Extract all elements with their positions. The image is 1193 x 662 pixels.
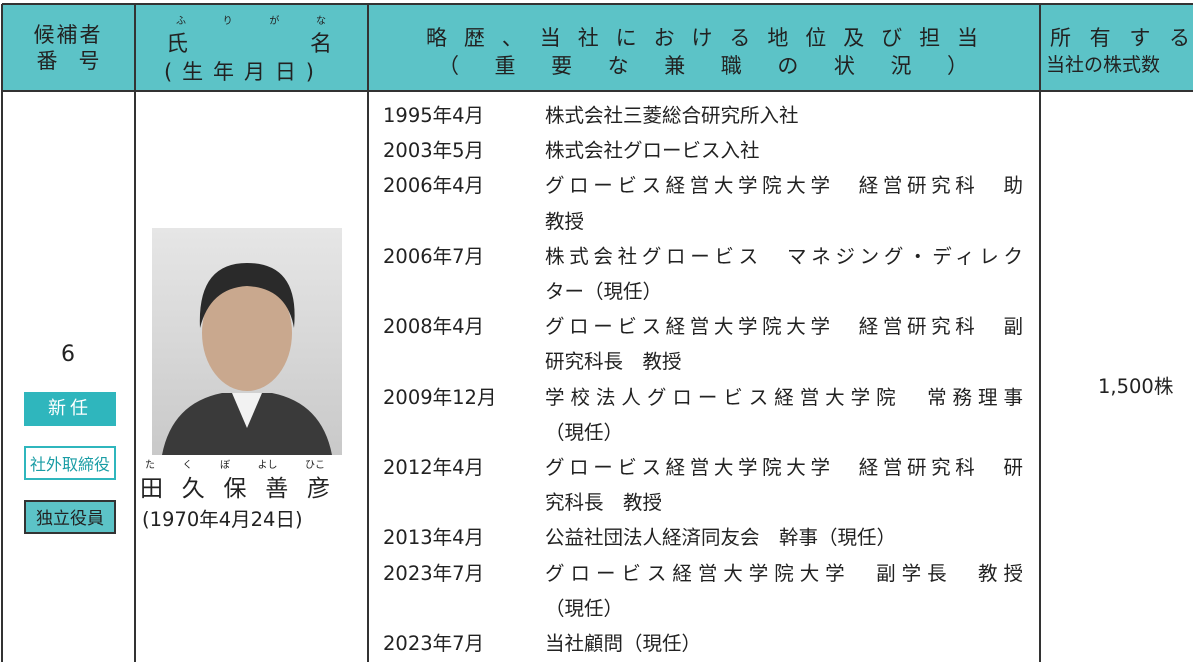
furigana: よし: [257, 460, 278, 471]
birth-date: (1970年4月24日): [142, 508, 303, 531]
career-date: 1995年4月: [383, 104, 485, 127]
furigana: り: [222, 16, 233, 27]
badge: 社外取締役: [24, 446, 116, 480]
header-text: 当社の株式数: [1046, 54, 1161, 76]
border: [2, 90, 1193, 92]
furigana: な: [315, 16, 326, 27]
border: [2, 3, 1193, 5]
career-date: 2008年4月: [383, 315, 485, 339]
career-text: 株式会社三菱総合研究所入社: [545, 104, 799, 127]
badge: 新任: [24, 392, 116, 426]
career-text: グロービス経営大学院大学 経営研究科 研: [545, 456, 1023, 479]
furigana: が: [269, 16, 280, 27]
career-text: 公益社団法人経済同友会 幹事（現任）: [545, 526, 897, 550]
header-bg: [2, 4, 1193, 90]
border: [1, 4, 3, 662]
name-char: 久: [181, 476, 205, 502]
career-text: グロービス経営大学院大学 経営研究科 助: [545, 174, 1023, 198]
header-furigana: ふ り が な: [176, 12, 326, 27]
header-text: 略歴、当社における地位及び担当: [426, 26, 978, 50]
career-text: グロービス経営大学院大学 副学長 教授: [545, 561, 1023, 585]
name-char: 彦: [307, 476, 330, 502]
header-text: (生年月日): [164, 60, 314, 84]
career-date: 2009年12月: [383, 385, 497, 409]
photo: [152, 228, 342, 455]
career-text: 株式会社グロービス入社: [545, 139, 760, 163]
career-date: 2013年4月: [383, 526, 485, 550]
furigana: ひこ: [305, 460, 325, 471]
furigana: た: [145, 460, 155, 471]
furigana: ふ: [176, 16, 186, 27]
career-text: （現任）: [545, 420, 624, 444]
header-text: 氏: [166, 32, 189, 57]
career-text: 究科長 教授: [545, 491, 663, 515]
border: [134, 4, 136, 662]
header-number: 候補者 番 号: [2, 22, 134, 74]
career-text: グロービス経営大学院大学 経営研究科 副: [545, 315, 1023, 339]
border: [367, 4, 369, 662]
career-text: 研究科長 教授: [545, 350, 682, 374]
career-date: 2003年5月: [383, 139, 485, 163]
header-text: 番 号: [36, 49, 100, 73]
border: [1039, 4, 1041, 662]
career-date: 2006年4月: [383, 174, 485, 198]
name-char: 保: [223, 476, 247, 502]
career-text: 教授: [545, 209, 585, 233]
header-text: （重要な兼職の状況）: [438, 54, 968, 78]
name-furigana: た く ぼ よし ひこ: [145, 456, 325, 471]
career-text: 学校法人グロービス経営大学院 常務理事: [545, 385, 1023, 409]
career-date: 2012年4月: [383, 456, 485, 479]
furigana: ぼ: [220, 460, 230, 471]
header-text: 候補者: [33, 23, 103, 47]
candidate-name: 田 久 保 善 彦: [140, 469, 330, 503]
header-text: 所有する: [1050, 26, 1190, 50]
career-date: 2023年7月: [383, 632, 485, 655]
header-name: 氏 名: [166, 26, 332, 58]
name-char: 田: [140, 476, 163, 502]
shares: 1,500株: [1098, 375, 1174, 398]
career-date: 2023年7月: [383, 561, 485, 585]
name-char: 善: [265, 476, 289, 502]
candidate-number: 6: [61, 342, 75, 367]
furigana: く: [182, 460, 193, 471]
badge: 独立役員: [24, 500, 116, 534]
header-text: 名: [309, 32, 332, 57]
career-text: 当社顧問（現任）: [545, 632, 702, 655]
career-date: 2006年7月: [383, 244, 485, 268]
career-text: （現任）: [545, 596, 624, 620]
career-text: 株式会社グロービス マネジング・ディレク: [545, 244, 1023, 268]
career-text: ター（現任）: [545, 280, 663, 303]
